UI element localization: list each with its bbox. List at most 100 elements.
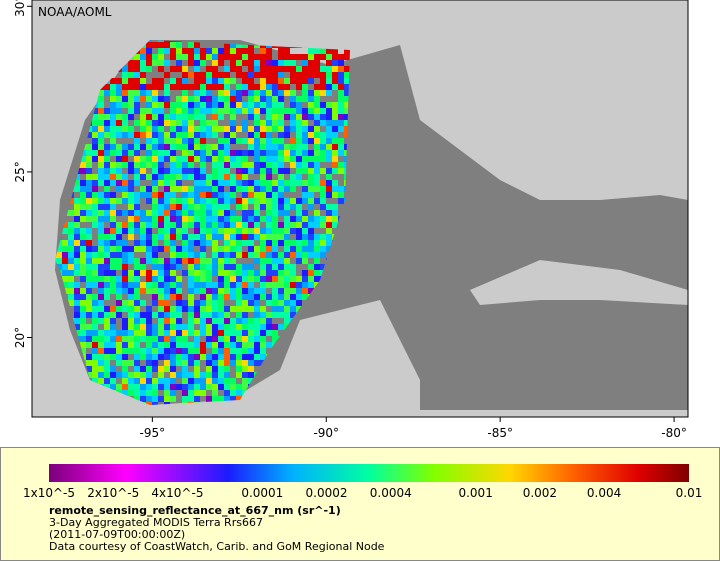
data-pixel — [110, 348, 116, 354]
data-pixel — [314, 144, 320, 150]
data-pixel — [278, 180, 284, 186]
data-pixel — [146, 312, 152, 318]
data-pixel — [326, 84, 332, 90]
data-pixel — [224, 162, 230, 168]
data-pixel — [344, 102, 350, 108]
data-pixel — [92, 108, 98, 114]
data-pixel — [272, 78, 278, 84]
data-pixel — [284, 108, 290, 114]
data-pixel — [92, 300, 98, 306]
data-pixel — [110, 330, 116, 336]
data-pixel — [212, 252, 218, 258]
data-pixel — [146, 40, 152, 42]
data-pixel — [122, 372, 128, 378]
data-pixel — [98, 372, 104, 378]
data-pixel — [260, 342, 266, 348]
data-pixel — [230, 102, 236, 108]
data-pixel — [284, 270, 290, 276]
data-pixel — [80, 264, 86, 270]
data-pixel — [326, 132, 332, 138]
data-pixel — [116, 264, 122, 270]
data-pixel — [146, 252, 152, 258]
data-pixel — [290, 72, 296, 78]
data-pixel — [320, 66, 326, 72]
data-pixel — [170, 366, 176, 372]
data-pixel — [98, 342, 104, 348]
data-pixel — [128, 384, 134, 390]
data-pixel — [152, 180, 158, 186]
data-pixel — [170, 282, 176, 288]
data-pixel — [314, 174, 320, 180]
data-pixel — [248, 126, 254, 132]
data-pixel — [188, 264, 194, 270]
data-pixel — [284, 90, 290, 96]
data-pixel — [230, 306, 236, 312]
data-pixel — [242, 84, 248, 90]
data-pixel — [266, 252, 272, 258]
data-pixel — [176, 288, 182, 294]
data-pixel — [254, 186, 260, 192]
data-pixel — [218, 198, 224, 204]
data-pixel — [320, 234, 326, 240]
data-pixel — [128, 222, 134, 228]
data-pixel — [224, 126, 230, 132]
data-pixel — [182, 396, 188, 402]
data-pixel — [164, 192, 170, 198]
data-pixel — [230, 252, 236, 258]
data-pixel — [272, 264, 278, 270]
data-pixel — [218, 276, 224, 282]
data-pixel — [92, 264, 98, 270]
data-pixel — [218, 348, 224, 354]
data-pixel — [170, 264, 176, 270]
data-pixel — [182, 216, 188, 222]
legend-line: Data courtesy of CoastWatch, Carib. and … — [49, 540, 385, 553]
data-pixel — [218, 228, 224, 234]
data-pixel — [182, 384, 188, 390]
data-pixel — [266, 132, 272, 138]
data-pixel — [68, 240, 74, 246]
data-pixel — [260, 348, 266, 354]
data-pixel — [188, 372, 194, 378]
data-pixel — [248, 234, 254, 240]
data-pixel — [278, 258, 284, 264]
data-pixel — [134, 288, 140, 294]
data-pixel — [290, 126, 296, 132]
data-pixel — [158, 216, 164, 222]
data-pixel — [146, 372, 152, 378]
data-pixel — [314, 240, 320, 246]
data-pixel — [104, 126, 110, 132]
data-pixel — [92, 318, 98, 324]
data-pixel — [332, 192, 338, 198]
data-pixel — [86, 264, 92, 270]
data-pixel — [230, 156, 236, 162]
data-pixel — [80, 306, 86, 312]
data-pixel — [146, 138, 152, 144]
data-pixel — [248, 102, 254, 108]
data-pixel — [152, 282, 158, 288]
data-pixel — [98, 174, 104, 180]
data-pixel — [116, 198, 122, 204]
data-pixel — [176, 138, 182, 144]
data-pixel — [212, 240, 218, 246]
data-pixel — [158, 312, 164, 318]
data-pixel — [254, 114, 260, 120]
data-pixel — [242, 120, 248, 126]
data-pixel — [146, 240, 152, 246]
data-pixel — [254, 60, 260, 66]
data-pixel — [320, 156, 326, 162]
data-pixel — [266, 108, 272, 114]
data-pixel — [326, 144, 332, 150]
data-pixel — [266, 144, 272, 150]
data-pixel — [290, 216, 296, 222]
data-pixel — [284, 156, 290, 162]
data-pixel — [128, 126, 134, 132]
data-pixel — [296, 294, 302, 300]
data-pixel — [116, 186, 122, 192]
data-pixel — [248, 252, 254, 258]
data-pixel — [176, 222, 182, 228]
data-pixel — [116, 360, 122, 366]
data-pixel — [254, 120, 260, 126]
data-pixel — [86, 216, 92, 222]
data-pixel — [284, 150, 290, 156]
data-pixel — [284, 132, 290, 138]
